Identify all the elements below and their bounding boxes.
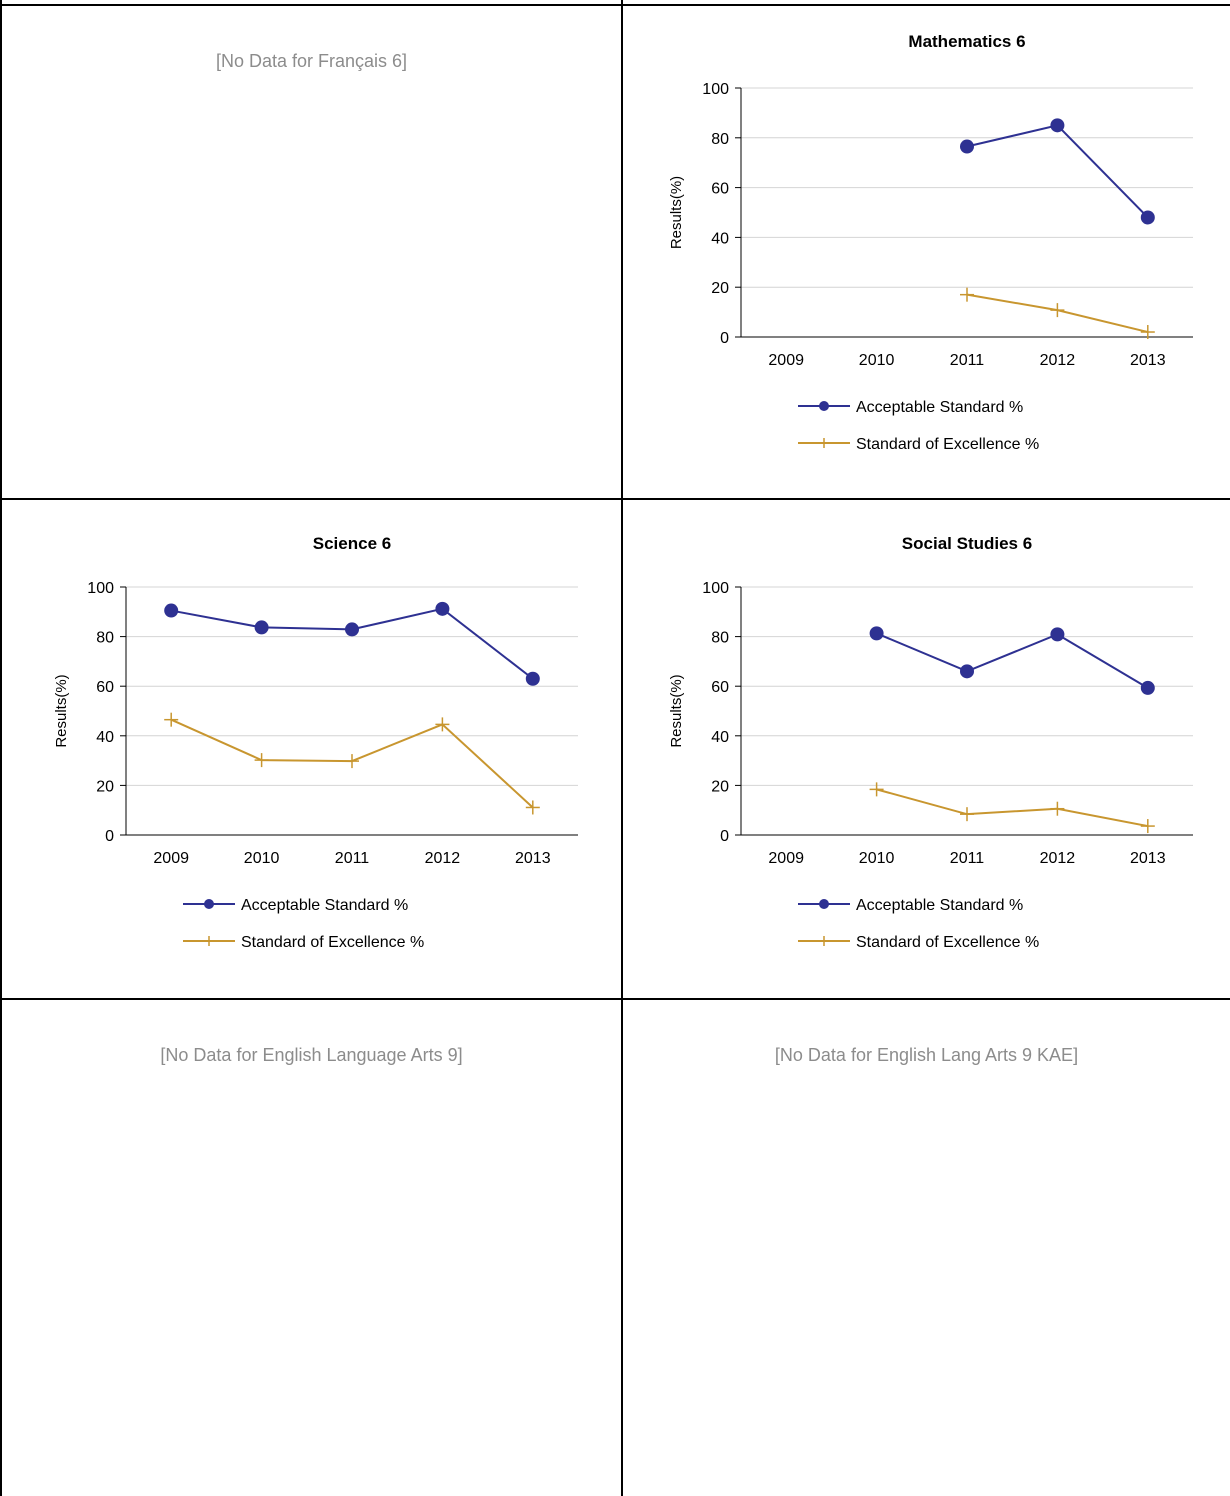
legend-marker-circle bbox=[819, 401, 829, 411]
legend-label-acceptable: Acceptable Standard % bbox=[856, 399, 1023, 416]
grid-border-left bbox=[0, 0, 2, 1496]
x-tick-label: 2011 bbox=[335, 850, 370, 867]
data-point-acceptable bbox=[960, 139, 974, 154]
data-point-excellence bbox=[1050, 801, 1065, 816]
y-tick-label: 80 bbox=[711, 131, 729, 148]
y-tick-label: 100 bbox=[702, 580, 729, 597]
data-point-acceptable bbox=[960, 664, 974, 679]
chart-mathematics6: Mathematics 6 Results(%) 0 20 40 60 80 100 2009 2… bbox=[668, 32, 1193, 453]
grid-border-top bbox=[0, 4, 1230, 6]
chart-title: Social Studies 6 bbox=[902, 534, 1032, 553]
chart-title: Mathematics 6 bbox=[908, 32, 1025, 51]
cell-socialstudies6: Social Studies 6 Results(%) 0 20 40 60 80 100 20… bbox=[623, 500, 1230, 998]
x-tick-label: 2010 bbox=[244, 850, 280, 867]
x-tick-label: 2009 bbox=[768, 850, 804, 867]
y-tick-label: 80 bbox=[96, 630, 114, 647]
y-axis-label: Results(%) bbox=[668, 674, 685, 747]
data-point-acceptable bbox=[345, 622, 359, 637]
chart-title: Science 6 bbox=[313, 534, 391, 553]
y-tick-label: 60 bbox=[711, 679, 729, 696]
x-tick-label: 2013 bbox=[515, 850, 551, 867]
data-point-excellence bbox=[960, 287, 974, 302]
data-point-acceptable bbox=[1050, 627, 1065, 642]
x-tick-label: 2012 bbox=[425, 850, 461, 867]
cell-science6: Science 6 Results(%) 0 20 40 60 80 100 2009 2010 2… bbox=[2, 500, 621, 998]
no-data-ela9kae: [No Data for English Lang Arts 9 KAE] bbox=[774, 1045, 1079, 1065]
data-point-acceptable bbox=[164, 603, 179, 618]
x-tick-label: 2011 bbox=[950, 850, 985, 867]
legend-label-excellence: Standard of Excellence % bbox=[856, 934, 1039, 951]
grid-divider-row2 bbox=[0, 998, 1230, 1000]
data-point-excellence bbox=[525, 800, 540, 815]
grid-divider-vertical bbox=[621, 0, 623, 1496]
y-axis-label: Results(%) bbox=[53, 674, 70, 747]
data-point-excellence bbox=[1050, 303, 1065, 318]
data-point-excellence bbox=[435, 717, 450, 732]
data-point-acceptable bbox=[869, 626, 884, 641]
chart-science6: Science 6 Results(%) 0 20 40 60 80 100 2009 2010 2… bbox=[53, 534, 578, 951]
y-tick-label: 20 bbox=[711, 280, 729, 297]
data-point-acceptable bbox=[525, 671, 540, 686]
cell-ela9kae: [No Data for English Lang Arts 9 KAE] bbox=[623, 1000, 1230, 1496]
legend-marker-circle bbox=[204, 899, 214, 909]
x-tick-label: 2010 bbox=[859, 352, 895, 369]
no-data-francais6: [No Data for Français 6] bbox=[215, 51, 408, 71]
data-point-excellence bbox=[254, 753, 269, 768]
y-tick-label: 60 bbox=[711, 181, 729, 198]
legend-label-excellence: Standard of Excellence % bbox=[856, 436, 1039, 453]
data-point-acceptable bbox=[1050, 118, 1065, 133]
data-point-excellence bbox=[1140, 819, 1155, 834]
data-point-excellence bbox=[960, 807, 974, 822]
series-line-acceptable bbox=[966, 124, 1149, 219]
data-point-excellence bbox=[164, 712, 179, 727]
series-line-acceptable bbox=[876, 632, 1149, 689]
y-tick-label: 100 bbox=[702, 81, 729, 98]
x-tick-label: 2011 bbox=[950, 352, 985, 369]
y-tick-label: 100 bbox=[87, 580, 114, 597]
y-tick-label: 0 bbox=[105, 828, 114, 845]
legend-label-acceptable: Acceptable Standard % bbox=[856, 897, 1023, 914]
y-tick-label: 0 bbox=[720, 330, 729, 347]
x-tick-label: 2013 bbox=[1130, 352, 1166, 369]
cell-francais6: [No Data for Français 6] bbox=[2, 6, 621, 498]
y-tick-label: 20 bbox=[711, 778, 729, 795]
x-tick-label: 2010 bbox=[859, 850, 895, 867]
legend-label-acceptable: Acceptable Standard % bbox=[241, 897, 408, 914]
x-tick-label: 2012 bbox=[1040, 352, 1076, 369]
y-tick-label: 20 bbox=[96, 778, 114, 795]
y-axis-label: Results(%) bbox=[668, 176, 685, 249]
y-tick-label: 40 bbox=[96, 729, 114, 746]
data-point-acceptable bbox=[435, 601, 450, 616]
x-tick-label: 2009 bbox=[153, 850, 189, 867]
legend-label-excellence: Standard of Excellence % bbox=[241, 934, 424, 951]
cell-mathematics6: Mathematics 6 Results(%) 0 20 40 60 80 100 2009 2… bbox=[623, 6, 1230, 498]
data-point-acceptable bbox=[254, 620, 269, 635]
y-tick-label: 0 bbox=[720, 828, 729, 845]
cell-ela9: [No Data for English Language Arts 9] bbox=[2, 1000, 621, 1496]
data-point-excellence bbox=[869, 782, 884, 797]
chart-socialstudies6: Social Studies 6 Results(%) 0 20 40 60 80 100 20… bbox=[668, 534, 1193, 951]
grid-divider-row1 bbox=[0, 498, 1230, 500]
y-tick-label: 80 bbox=[711, 630, 729, 647]
data-point-acceptable bbox=[1140, 680, 1155, 695]
no-data-ela9: [No Data for English Language Arts 9] bbox=[160, 1045, 463, 1065]
legend-marker-circle bbox=[819, 899, 829, 909]
y-tick-label: 60 bbox=[96, 679, 114, 696]
data-point-excellence bbox=[345, 754, 359, 769]
x-tick-label: 2012 bbox=[1040, 850, 1076, 867]
series-line-excellence bbox=[876, 788, 1148, 828]
series-line-acceptable bbox=[171, 607, 534, 680]
y-tick-label: 40 bbox=[711, 729, 729, 746]
y-tick-label: 40 bbox=[711, 230, 729, 247]
data-point-acceptable bbox=[1140, 210, 1155, 225]
data-point-excellence bbox=[1140, 325, 1155, 340]
x-tick-label: 2009 bbox=[768, 352, 804, 369]
x-tick-label: 2013 bbox=[1130, 850, 1166, 867]
